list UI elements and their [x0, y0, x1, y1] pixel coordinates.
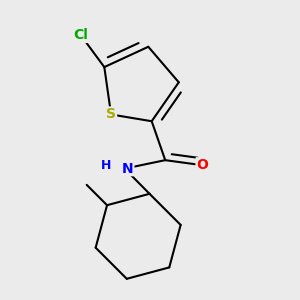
- Text: N: N: [122, 162, 134, 176]
- Text: H: H: [101, 159, 111, 172]
- Text: Cl: Cl: [73, 28, 88, 42]
- Text: S: S: [106, 107, 116, 122]
- Text: O: O: [196, 158, 208, 172]
